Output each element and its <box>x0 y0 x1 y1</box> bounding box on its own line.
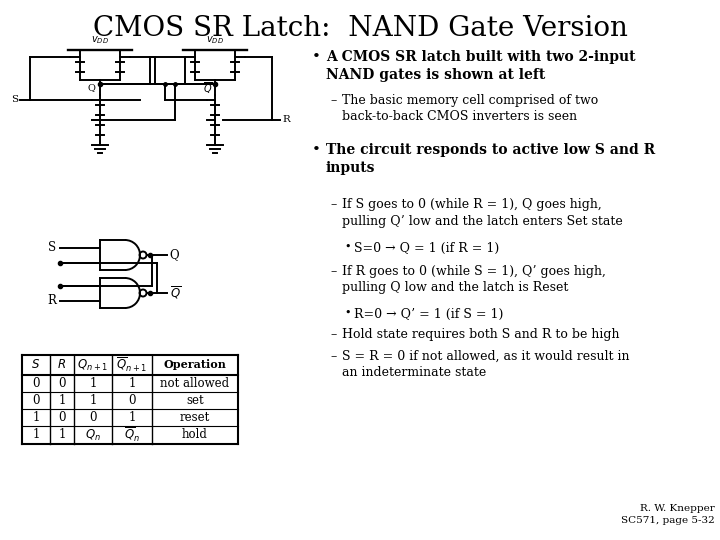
Text: R: R <box>282 116 289 125</box>
Text: •: • <box>344 242 351 252</box>
Text: R=0 → Q’ = 1 (if S = 1): R=0 → Q’ = 1 (if S = 1) <box>354 308 503 321</box>
Text: •: • <box>312 143 321 157</box>
Text: 0: 0 <box>128 394 136 407</box>
Text: 1: 1 <box>32 429 40 442</box>
Text: $v_{DD}$: $v_{DD}$ <box>206 34 224 46</box>
Text: 1: 1 <box>128 411 135 424</box>
Text: set: set <box>186 394 204 407</box>
Text: –: – <box>330 198 336 211</box>
Text: A CMOS SR latch built with two 2-input
NAND gates is shown at left: A CMOS SR latch built with two 2-input N… <box>326 50 636 82</box>
Text: $\overline{Q}_n$: $\overline{Q}_n$ <box>124 426 140 444</box>
Text: $\overline{Q}$: $\overline{Q}$ <box>169 285 181 301</box>
Text: $v_{DD}$: $v_{DD}$ <box>91 34 109 46</box>
Text: 0: 0 <box>32 394 40 407</box>
Text: S: S <box>11 96 18 105</box>
Text: $Q_{n+1}$: $Q_{n+1}$ <box>78 357 109 373</box>
Text: The circuit responds to active low S and R
inputs: The circuit responds to active low S and… <box>326 143 655 175</box>
Text: $\overline{Q}$: $\overline{Q}$ <box>203 80 212 96</box>
Text: 1: 1 <box>128 377 135 390</box>
Text: 1: 1 <box>32 411 40 424</box>
Text: 0: 0 <box>58 411 66 424</box>
Text: $S$: $S$ <box>32 359 40 372</box>
Text: –: – <box>330 94 336 107</box>
Text: $Q_n$: $Q_n$ <box>85 428 101 443</box>
Text: R. W. Knepper
SC571, page 5-32: R. W. Knepper SC571, page 5-32 <box>621 504 715 525</box>
Text: 0: 0 <box>32 377 40 390</box>
Text: $R$: $R$ <box>58 359 66 372</box>
Text: CMOS SR Latch:  NAND Gate Version: CMOS SR Latch: NAND Gate Version <box>93 15 627 42</box>
Text: •: • <box>344 308 351 318</box>
Text: 0: 0 <box>89 411 96 424</box>
Text: The basic memory cell comprised of two
back-to-back CMOS inverters is seen: The basic memory cell comprised of two b… <box>342 94 598 124</box>
Text: R: R <box>47 294 56 307</box>
Text: If R goes to 0 (while S = 1), Q’ goes high,
pulling Q low and the latch is Reset: If R goes to 0 (while S = 1), Q’ goes hi… <box>342 265 606 294</box>
Text: Hold state requires both S and R to be high: Hold state requires both S and R to be h… <box>342 328 619 341</box>
Text: hold: hold <box>182 429 208 442</box>
Text: –: – <box>330 350 336 363</box>
Text: Operation: Operation <box>163 360 226 370</box>
Text: 1: 1 <box>58 429 66 442</box>
Text: S=0 → Q = 1 (if R = 1): S=0 → Q = 1 (if R = 1) <box>354 242 499 255</box>
Text: 1: 1 <box>89 377 96 390</box>
Text: S = R = 0 if not allowed, as it would result in
an indeterminate state: S = R = 0 if not allowed, as it would re… <box>342 350 629 380</box>
Text: $\overline{Q}_{n+1}$: $\overline{Q}_{n+1}$ <box>117 356 148 374</box>
Text: S: S <box>48 241 56 254</box>
Text: not allowed: not allowed <box>161 377 230 390</box>
Text: 0: 0 <box>58 377 66 390</box>
Text: Q: Q <box>169 248 179 261</box>
Text: –: – <box>330 265 336 278</box>
Text: •: • <box>312 50 321 64</box>
Text: If S goes to 0 (while R = 1), Q goes high,
pulling Q’ low and the latch enters S: If S goes to 0 (while R = 1), Q goes hig… <box>342 198 623 227</box>
Text: 1: 1 <box>89 394 96 407</box>
Text: –: – <box>330 328 336 341</box>
Text: reset: reset <box>180 411 210 424</box>
Text: 1: 1 <box>58 394 66 407</box>
Text: Q: Q <box>88 84 96 92</box>
